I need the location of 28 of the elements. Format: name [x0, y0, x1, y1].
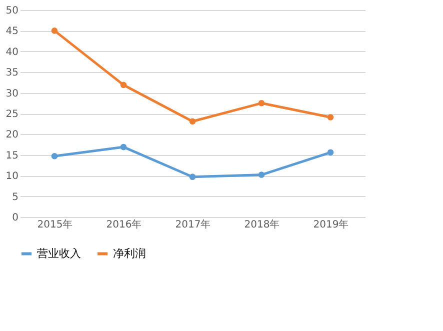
x-tick-label: 2018年: [244, 218, 280, 230]
point: [51, 28, 58, 34]
y-tick-label: 15: [6, 150, 18, 162]
x-tick-label: 2017年: [175, 218, 211, 230]
point: [327, 114, 334, 120]
point: [189, 174, 196, 180]
y-tick-label: 20: [6, 130, 18, 141]
point: [258, 100, 265, 106]
y-tick-label: 5: [12, 192, 18, 203]
point: [189, 118, 196, 125]
y-tick-label: 35: [6, 68, 18, 79]
legend-label: 营业收入: [37, 246, 81, 260]
y-tick-label: 30: [6, 88, 18, 100]
y-tick-label: 45: [6, 26, 18, 38]
point: [120, 82, 127, 88]
y-tick-label: 10: [6, 171, 18, 182]
x-tick-label: 2016年: [106, 218, 142, 230]
x-tick-label: 2019年: [313, 218, 349, 230]
point: [258, 172, 265, 178]
y-tick-label: 50: [6, 6, 18, 16]
y-tick-label: 40: [6, 46, 18, 58]
point: [120, 144, 127, 150]
x-tick-label: 2015年: [37, 218, 73, 230]
y-tick-label: 25: [6, 109, 18, 120]
point: [327, 149, 334, 156]
legend-label: 净利润: [113, 246, 146, 260]
y-tick-label: 0: [12, 212, 18, 224]
point: [51, 152, 58, 160]
